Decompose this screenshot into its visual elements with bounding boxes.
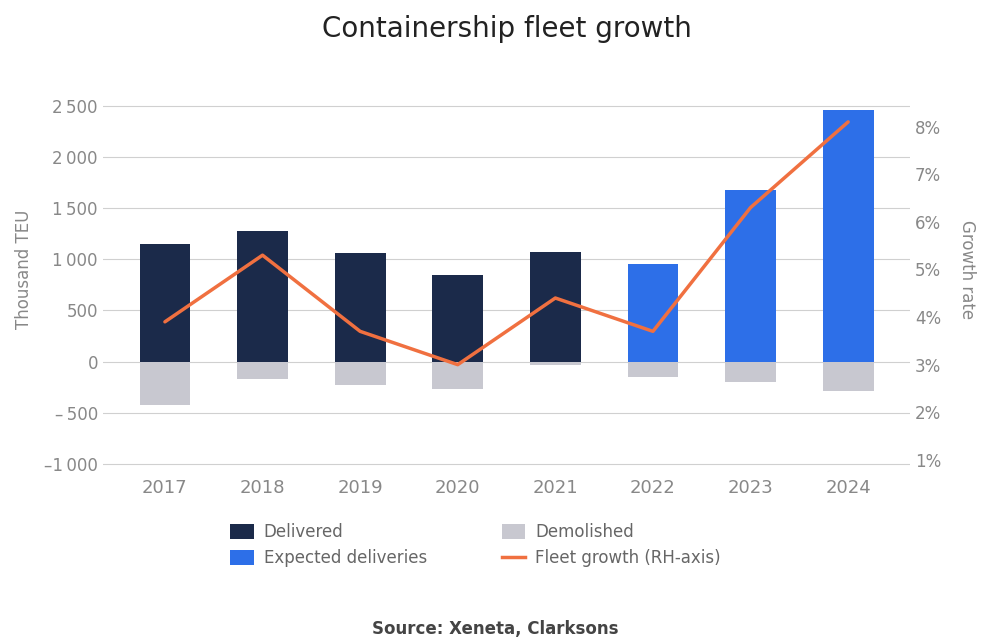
Bar xyxy=(627,362,678,377)
Bar xyxy=(627,264,678,362)
Bar xyxy=(432,275,483,362)
Bar xyxy=(335,253,385,362)
Bar xyxy=(432,362,483,389)
Bar xyxy=(725,362,776,382)
Bar xyxy=(140,362,190,404)
Legend: Delivered, Expected deliveries, Demolished, Fleet growth (RH-axis): Delivered, Expected deliveries, Demolish… xyxy=(224,516,727,574)
Bar xyxy=(823,110,873,362)
Bar xyxy=(530,252,581,362)
Bar xyxy=(725,189,776,362)
Bar xyxy=(335,362,385,385)
Bar xyxy=(237,362,288,379)
Bar xyxy=(823,362,873,391)
Bar xyxy=(627,276,678,362)
Text: Source: Xeneta, Clarksons: Source: Xeneta, Clarksons xyxy=(373,620,618,637)
Bar xyxy=(140,244,190,362)
Title: Containership fleet growth: Containership fleet growth xyxy=(322,15,692,43)
Y-axis label: Thousand TEU: Thousand TEU xyxy=(15,210,33,329)
Y-axis label: Growth rate: Growth rate xyxy=(958,220,976,319)
Bar xyxy=(530,362,581,365)
Bar xyxy=(237,230,288,362)
